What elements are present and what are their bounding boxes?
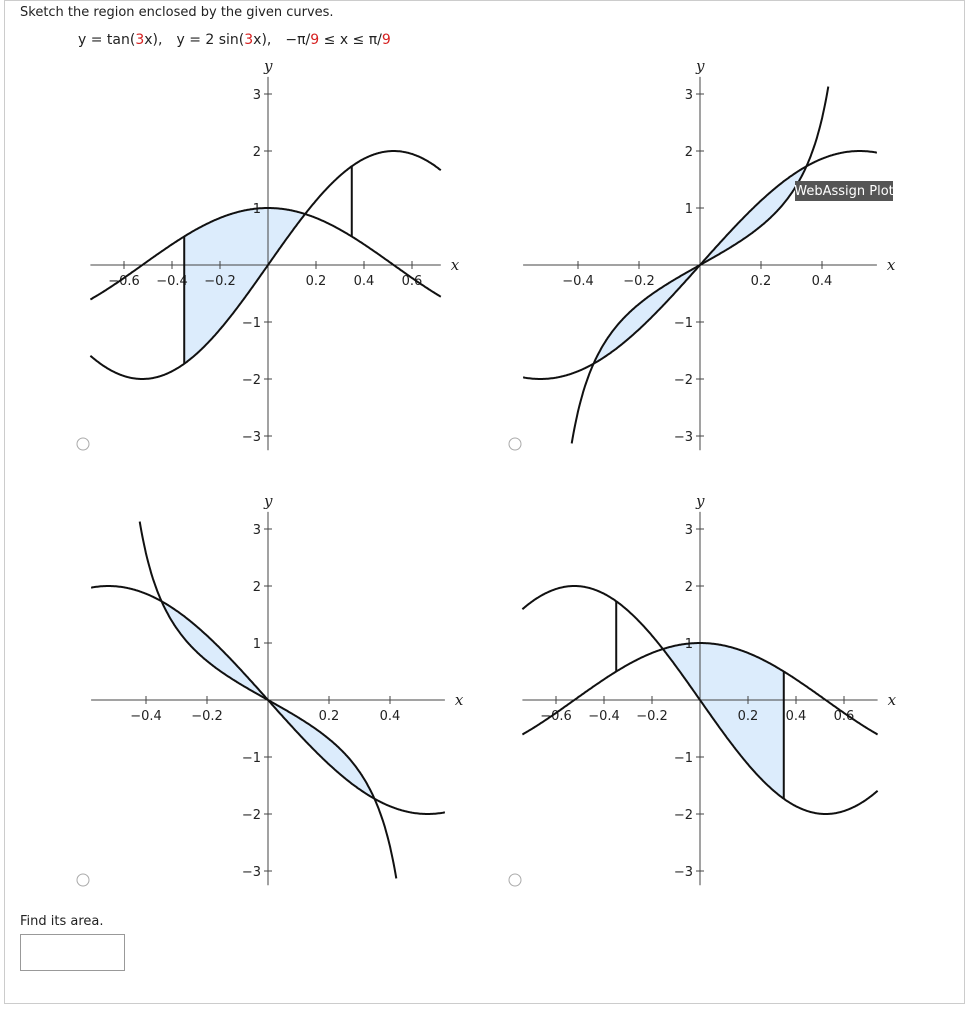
- curve: [90, 585, 446, 815]
- y-tick-label: −2: [674, 808, 693, 823]
- x-axis-label: x: [455, 691, 464, 709]
- y-tick-label: −1: [242, 751, 261, 766]
- x-tick-label: 0.6: [834, 709, 855, 724]
- x-tick-label: −0.4: [156, 274, 188, 289]
- x-axis-label: x: [888, 691, 897, 709]
- y-tick-label: −3: [674, 430, 693, 445]
- y-axis-label: y: [695, 57, 705, 75]
- tooltip: WebAssign Plot: [794, 181, 894, 201]
- x-tick-label: −0.2: [623, 274, 655, 289]
- x-axis-label: x: [887, 256, 896, 274]
- eq-part: x),: [144, 32, 162, 48]
- shaded-region: [184, 208, 306, 364]
- y-axis-label: y: [695, 492, 705, 510]
- x-tick-label: −0.4: [130, 709, 162, 724]
- find-area-label: Find its area.: [20, 914, 104, 929]
- radio-option[interactable]: [76, 873, 90, 887]
- y-tick-label: −3: [674, 865, 693, 880]
- y-tick-label: −2: [242, 808, 261, 823]
- x-tick-label: −0.6: [108, 274, 140, 289]
- y-tick-label: 1: [685, 202, 693, 217]
- tooltip-text: WebAssign Plot: [794, 184, 894, 199]
- x-tick-label: −0.2: [204, 274, 236, 289]
- y-tick-label: 3: [685, 523, 693, 538]
- y-tick-label: 1: [253, 637, 261, 652]
- y-tick-label: 2: [253, 145, 261, 160]
- y-tick-label: −2: [674, 373, 693, 388]
- x-tick-label: 0.2: [319, 709, 340, 724]
- tooltip-box: [795, 181, 893, 201]
- shaded-region: [662, 643, 784, 799]
- x-tick-label: 0.2: [738, 709, 759, 724]
- eq-part: ≤ x ≤ π/: [319, 32, 382, 48]
- y-tick-label: 2: [685, 145, 693, 160]
- x-tick-label: −0.2: [636, 709, 668, 724]
- x-tick-label: 0.2: [306, 274, 327, 289]
- x-axis-label: x: [451, 256, 460, 274]
- curve: [89, 150, 442, 380]
- y-axis-label: y: [263, 57, 273, 75]
- radio-option[interactable]: [76, 437, 90, 451]
- radio-option[interactable]: [508, 873, 522, 887]
- y-tick-label: −2: [242, 373, 261, 388]
- y-tick-label: −3: [242, 430, 261, 445]
- eq-part: x),: [253, 32, 271, 48]
- eq-part: −π/: [285, 32, 310, 48]
- y-tick-label: −1: [242, 316, 261, 331]
- eq-part: 9: [382, 32, 391, 48]
- y-tick-label: 3: [253, 523, 261, 538]
- panel-border: [4, 0, 965, 1004]
- y-tick-label: −1: [674, 316, 693, 331]
- eq-part: 3: [135, 32, 144, 48]
- y-tick-label: 2: [253, 580, 261, 595]
- x-tick-label: −0.2: [191, 709, 223, 724]
- plots: x y −0.6 −0.4 −0.2 0.2 0.4 0.6 −3 −2 −1 1 2 3 x y −0.4 −0…: [89, 57, 897, 886]
- y-tick-label: 3: [253, 88, 261, 103]
- y-tick-label: −3: [242, 865, 261, 880]
- x-tick-label: 0.6: [402, 274, 423, 289]
- equation: y = tan(3x), y = 2 sin(3x), −π/9 ≤ x ≤ π/9: [78, 32, 391, 48]
- x-tick-label: 0.4: [786, 709, 807, 724]
- radio-option[interactable]: [508, 437, 522, 451]
- y-tick-label: 2: [685, 580, 693, 595]
- x-tick-label: 0.2: [751, 274, 772, 289]
- x-tick-label: −0.4: [588, 709, 620, 724]
- y-tick-label: 3: [685, 88, 693, 103]
- curve: [521, 585, 879, 815]
- x-tick-label: 0.4: [812, 274, 833, 289]
- y-tick-label: −1: [674, 751, 693, 766]
- x-tick-label: −0.4: [562, 274, 594, 289]
- eq-part: y = tan(: [78, 32, 135, 48]
- curve: [89, 207, 442, 301]
- curve: [522, 150, 878, 380]
- eq-part: 3: [244, 32, 253, 48]
- answer-input[interactable]: [20, 934, 125, 971]
- x-tick-label: 0.4: [380, 709, 401, 724]
- curve: [521, 642, 879, 736]
- x-tick-label: −0.6: [540, 709, 572, 724]
- eq-part: 9: [310, 32, 319, 48]
- y-axis-label: y: [263, 492, 273, 510]
- prompt: Sketch the region enclosed by the given …: [20, 5, 334, 20]
- eq-part: y = 2 sin(: [176, 32, 244, 48]
- x-tick-label: 0.4: [354, 274, 375, 289]
